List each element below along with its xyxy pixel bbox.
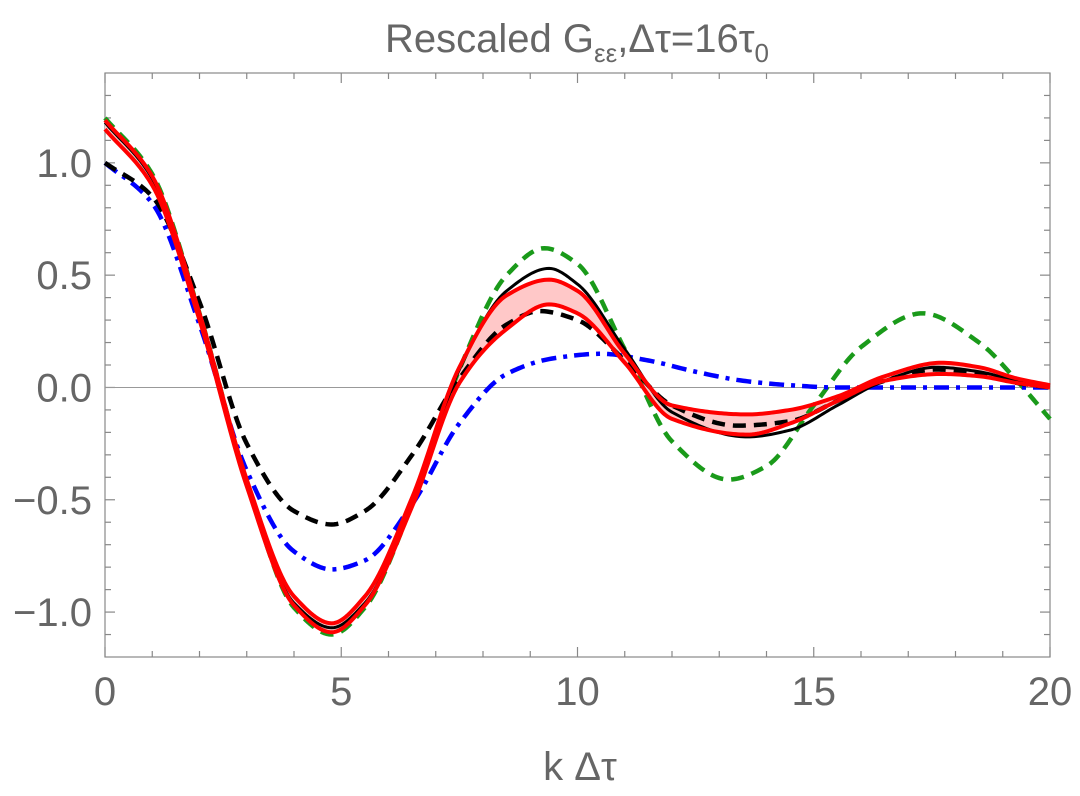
chart-title: Rescaled Gεε,Δτ=16τ0 xyxy=(385,17,769,68)
y-tick-label: 1.0 xyxy=(36,142,92,186)
y-tick-label: −0.5 xyxy=(13,479,92,523)
series-blue-dashdot xyxy=(103,161,1050,572)
axis-ticks xyxy=(104,73,1051,657)
title-delta-tau-subscript: 0 xyxy=(755,38,769,68)
x-tick-label: 20 xyxy=(1028,670,1073,714)
series-lines xyxy=(103,116,1052,637)
title-subscript: εε xyxy=(594,38,618,68)
title-separator: , xyxy=(617,17,628,61)
plot-frame xyxy=(104,72,1051,658)
title-delta-tau: Δτ=16τ xyxy=(628,17,754,61)
x-tick-label: 15 xyxy=(792,670,837,714)
series-red-band-upper xyxy=(103,118,1051,626)
y-tick-label: 0.5 xyxy=(36,254,92,298)
x-axis-title: k Δτ xyxy=(543,745,617,789)
title-main: Rescaled G xyxy=(385,17,594,61)
series-red-band-lower xyxy=(103,127,1051,635)
series-black-dashed xyxy=(103,161,1051,527)
x-tick-label: 0 xyxy=(94,670,116,714)
x-tick-label: 5 xyxy=(330,670,352,714)
y-tick-label: 0.0 xyxy=(36,366,92,410)
axis-tick-labels: 0 5 10 15 20 −1.0 −0.5 0.0 0.5 1.0 xyxy=(13,142,1072,714)
y-tick-label: −1.0 xyxy=(13,591,92,635)
x-tick-label: 10 xyxy=(555,670,600,714)
